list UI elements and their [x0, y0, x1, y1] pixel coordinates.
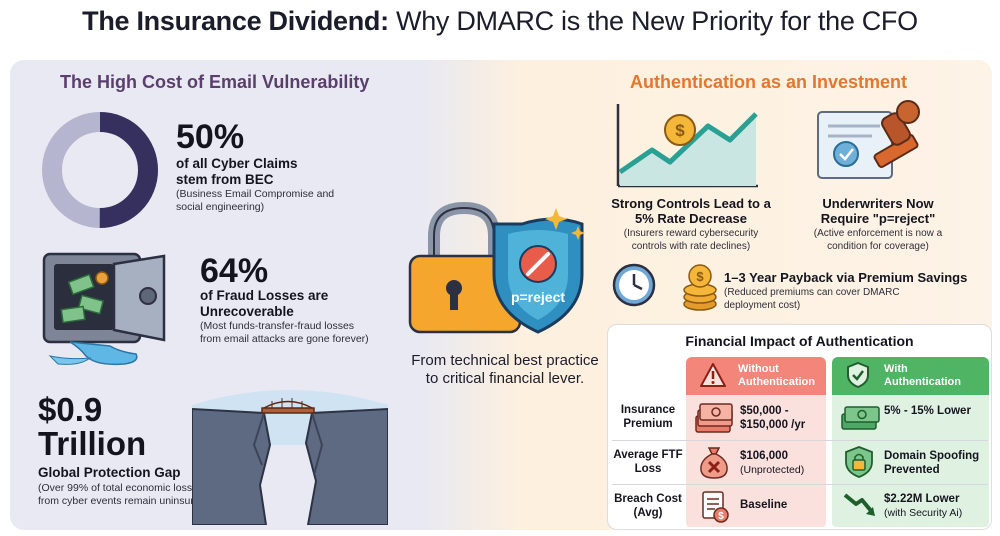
- money-stack-icon: [695, 403, 733, 433]
- broken-bridge-chasm-icon: [192, 390, 388, 525]
- stat-64-note: (Most funds-transfer-fraud losses from e…: [200, 320, 369, 345]
- cell-premium-without: $50,000 - $150,000 /yr: [740, 405, 806, 431]
- growth-chart-coin-icon: $: [616, 104, 758, 188]
- padlock-shield-icon: p=reject: [408, 201, 585, 334]
- stat-trillion-value-line2: Trillion: [38, 425, 147, 462]
- svg-text:$: $: [696, 269, 704, 284]
- title-bold: The Insurance Dividend:: [82, 6, 389, 36]
- card-rate-title: Strong Controls Lead to a 5% Rate Decrea…: [611, 196, 771, 226]
- svg-text:$: $: [718, 511, 724, 522]
- page-title: The Insurance Dividend: Why DMARC is the…: [0, 6, 1000, 37]
- table-title: Financial Impact of Authentication: [685, 333, 914, 349]
- with-header-label: With Authentication: [884, 363, 961, 388]
- payback-title: 1–3 Year Payback via Premium Savings: [724, 270, 968, 285]
- down-trend-arrow-icon: [843, 493, 875, 516]
- cell-breach-with-note: (with Security Ai): [884, 507, 963, 519]
- left-heading: The High Cost of Email Vulnerability: [60, 72, 370, 92]
- stat-64-value: 64%: [200, 252, 269, 290]
- stat-trillion-label: Global Protection Gap: [38, 465, 181, 480]
- row-label-premium: Insurance Premium: [620, 404, 676, 430]
- cell-breach-without: Baseline: [740, 499, 788, 511]
- cell-ftf-without: $106,000: [740, 450, 788, 462]
- title-rest: Why DMARC is the New Priority for the CF…: [388, 6, 918, 36]
- donut-chart-icon: [42, 112, 158, 228]
- cash-icon: [841, 406, 880, 430]
- broken-vault-icon: [42, 252, 166, 366]
- row-divider: [612, 440, 988, 441]
- shield-label: p=reject: [511, 289, 565, 305]
- stat-50-value: 50%: [176, 118, 245, 156]
- payback-note: (Reduced premiums can cover DMARC deploy…: [724, 287, 900, 311]
- card-reject-title: Underwriters Now Require "p=reject": [820, 196, 936, 226]
- cell-ftf-without-note: (Unprotected): [740, 464, 805, 476]
- cell-ftf-with: Domain Spoofing Prevented: [884, 450, 980, 476]
- stat-trillion-value-line1: $0.9: [38, 391, 103, 428]
- right-heading: Authentication as an Investment: [630, 72, 908, 92]
- stat-50-label: of all Cyber Claims stem from BEC: [176, 156, 298, 187]
- clock-icon: [612, 263, 656, 307]
- cell-premium-with: 5% - 15% Lower: [884, 405, 971, 417]
- row-label-ftf: Average FTF Loss: [613, 449, 683, 475]
- without-header-label: Without Authentication: [738, 363, 815, 388]
- stat-trillion-note: (Over 99% of total economic losses from …: [38, 482, 209, 507]
- svg-text:$: $: [675, 121, 685, 140]
- stat-64-label: of Fraud Losses are Unrecoverable: [200, 288, 329, 319]
- cell-breach-with: $2.22M Lower: [884, 493, 960, 505]
- money-bag-x-icon: [700, 447, 728, 479]
- check-shield-icon: [847, 361, 869, 389]
- card-reject-note: (Active enforcement is now a condition f…: [813, 228, 943, 252]
- coin-stack-icon: $: [683, 264, 717, 311]
- center-caption: From technical best practice to critical…: [411, 352, 599, 387]
- stamp-document-icon: [817, 100, 920, 179]
- row-divider: [612, 484, 988, 485]
- stat-50-note: (Business Email Compromise and social en…: [176, 188, 335, 213]
- row-label-breach: Breach Cost (Avg): [614, 493, 682, 519]
- lock-shield-icon: [845, 446, 873, 478]
- donut-arc: [42, 112, 158, 228]
- warning-icon: [700, 363, 726, 387]
- invoice-icon: $: [702, 491, 729, 523]
- card-rate-note: (Insurers reward cybersecurity controls …: [623, 228, 759, 252]
